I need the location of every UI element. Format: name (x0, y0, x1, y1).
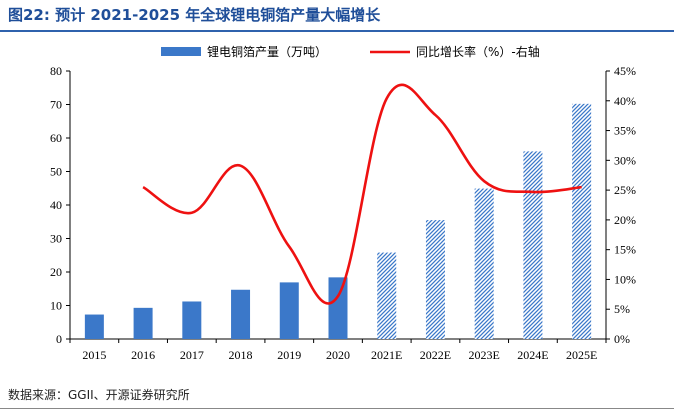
legend: 锂电铜箔产量（万吨） 同比增长率（%）-右轴 (161, 44, 540, 59)
right-tick-label: 30% (614, 153, 636, 167)
left-tick-label: 80 (50, 64, 62, 78)
right-tick-label: 10% (614, 272, 636, 286)
chart-svg: 0 10 20 30 40 50 60 70 80 0% 5% 10% 15% 20% 25% 30% 35% 4… (50, 44, 636, 362)
bar (328, 277, 348, 339)
left-tick-label: 0 (56, 332, 62, 346)
x-tick-label: 2016 (131, 348, 155, 362)
x-tick-label: 2019 (277, 348, 301, 362)
right-tick-label: 40% (614, 94, 636, 108)
bar (523, 151, 543, 339)
right-tick-label: 20% (614, 213, 636, 227)
bars-layer (84, 103, 592, 339)
left-tick-label: 70 (50, 98, 62, 112)
right-tick-label: 45% (614, 64, 636, 78)
bar (572, 103, 592, 339)
right-tick-label: 5% (614, 302, 630, 316)
right-tick-label: 25% (614, 183, 636, 197)
bottom-rule (0, 408, 674, 409)
right-tick-label: 35% (614, 124, 636, 138)
chart-title: 图22: 预计 2021-2025 年全球锂电铜箔产量大幅增长 (8, 6, 381, 24)
bar (377, 252, 397, 339)
bar (84, 314, 104, 339)
source-note: 数据来源：GGII、开源证券研究所 (8, 388, 190, 402)
x-tick-label: 2023E (469, 348, 500, 362)
title-rule (0, 30, 674, 32)
left-tick-label: 50 (50, 165, 62, 179)
bar (425, 220, 445, 339)
left-tick-label: 10 (50, 299, 62, 313)
x-tick-label: 2020 (326, 348, 350, 362)
x-tick-label: 2022E (420, 348, 451, 362)
bar (231, 289, 251, 339)
growth-rate-line (142, 83, 582, 305)
right-tick-label: 15% (614, 243, 636, 257)
left-tick-label: 40 (50, 198, 62, 212)
bar (182, 301, 202, 339)
legend-label-line: 同比增长率（%）-右轴 (416, 44, 540, 59)
axes-layer: 0 10 20 30 40 50 60 70 80 0% 5% 10% 15% 20% 25% 30% 35% 4… (50, 64, 636, 362)
x-tick-label: 2015 (82, 348, 106, 362)
x-tick-label: 2017 (180, 348, 204, 362)
bar (133, 307, 153, 339)
left-tick-label: 30 (50, 232, 62, 246)
bar (279, 282, 299, 339)
left-tick-label: 20 (50, 265, 62, 279)
legend-swatch-bar (161, 47, 201, 56)
bar (474, 188, 494, 339)
legend-label-bar: 锂电铜箔产量（万吨） (207, 44, 327, 59)
right-tick-label: 0% (614, 332, 630, 346)
x-tick-label: 2018 (229, 348, 253, 362)
left-tick-label: 60 (50, 131, 62, 145)
line-layer (142, 83, 582, 305)
x-tick-label: 2021E (371, 348, 402, 362)
x-tick-label: 2024E (517, 348, 548, 362)
x-tick-label: 2025E (566, 348, 597, 362)
